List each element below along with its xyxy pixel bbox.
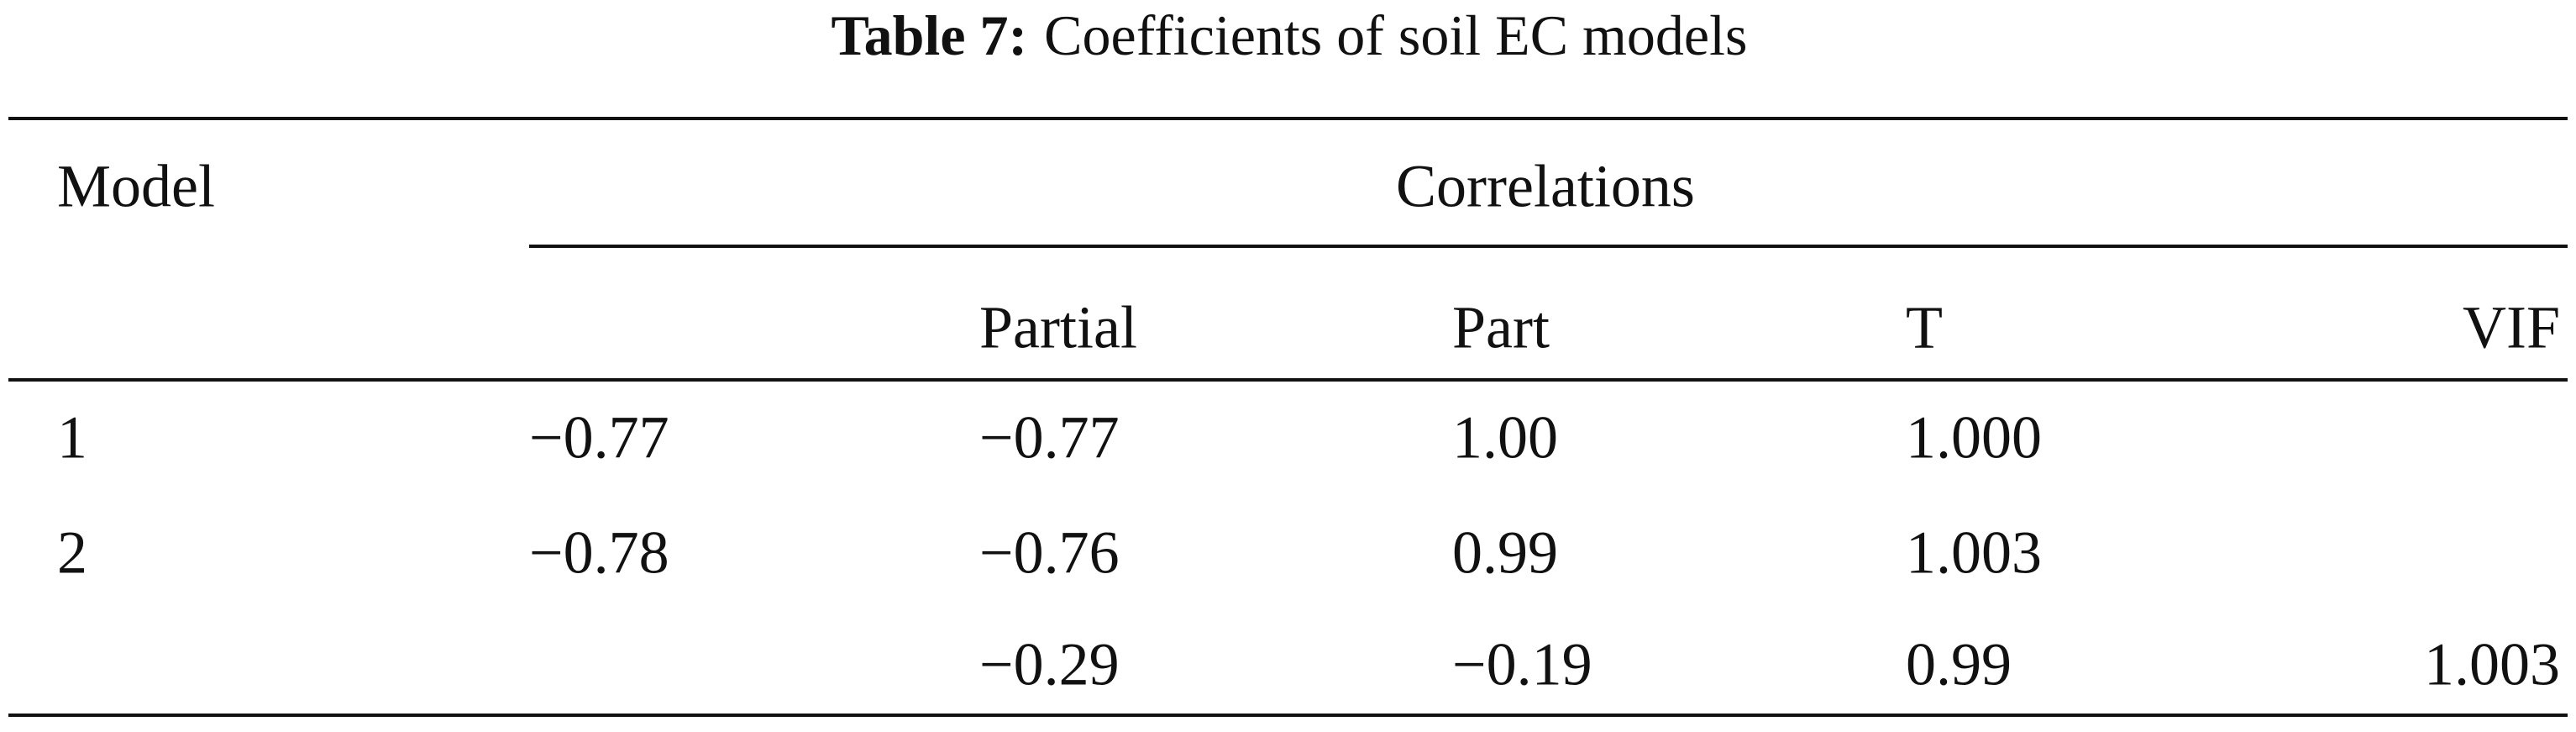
subheader-cell: VIF — [2463, 294, 2560, 361]
table-cell: 1.00 — [1452, 404, 1558, 471]
table-cell: 0.99 — [1452, 519, 1558, 587]
table-cell: −0.77 — [529, 404, 669, 471]
header-cell: Correlations — [1396, 153, 1695, 220]
table-cell: −0.29 — [979, 631, 1120, 698]
table-cell: 1.003 — [1906, 519, 2042, 587]
subheader-cell: Partial — [979, 294, 1137, 361]
table-caption: Table 7: Coefficients of soil EC models — [832, 3, 1748, 67]
table-cell: −0.78 — [529, 519, 669, 587]
table-cell: −0.19 — [1452, 631, 1592, 698]
subheader-cell: Part — [1452, 294, 1550, 361]
table-cell: −0.77 — [979, 404, 1120, 471]
subheader-cell: T — [1906, 294, 1943, 361]
table-cell: 1.000 — [1906, 404, 2042, 471]
table-cell: 2 — [57, 519, 87, 587]
table-cell: 1.003 — [2424, 631, 2560, 698]
table-label: Table 7: — [832, 3, 1028, 67]
table-cell: −0.76 — [979, 519, 1120, 587]
table-cell: 0.99 — [1906, 631, 2012, 698]
table-cell: 1 — [57, 404, 87, 471]
header-cell: Model — [57, 153, 215, 220]
table-title: Coefficients of soil EC models — [1044, 3, 1747, 67]
